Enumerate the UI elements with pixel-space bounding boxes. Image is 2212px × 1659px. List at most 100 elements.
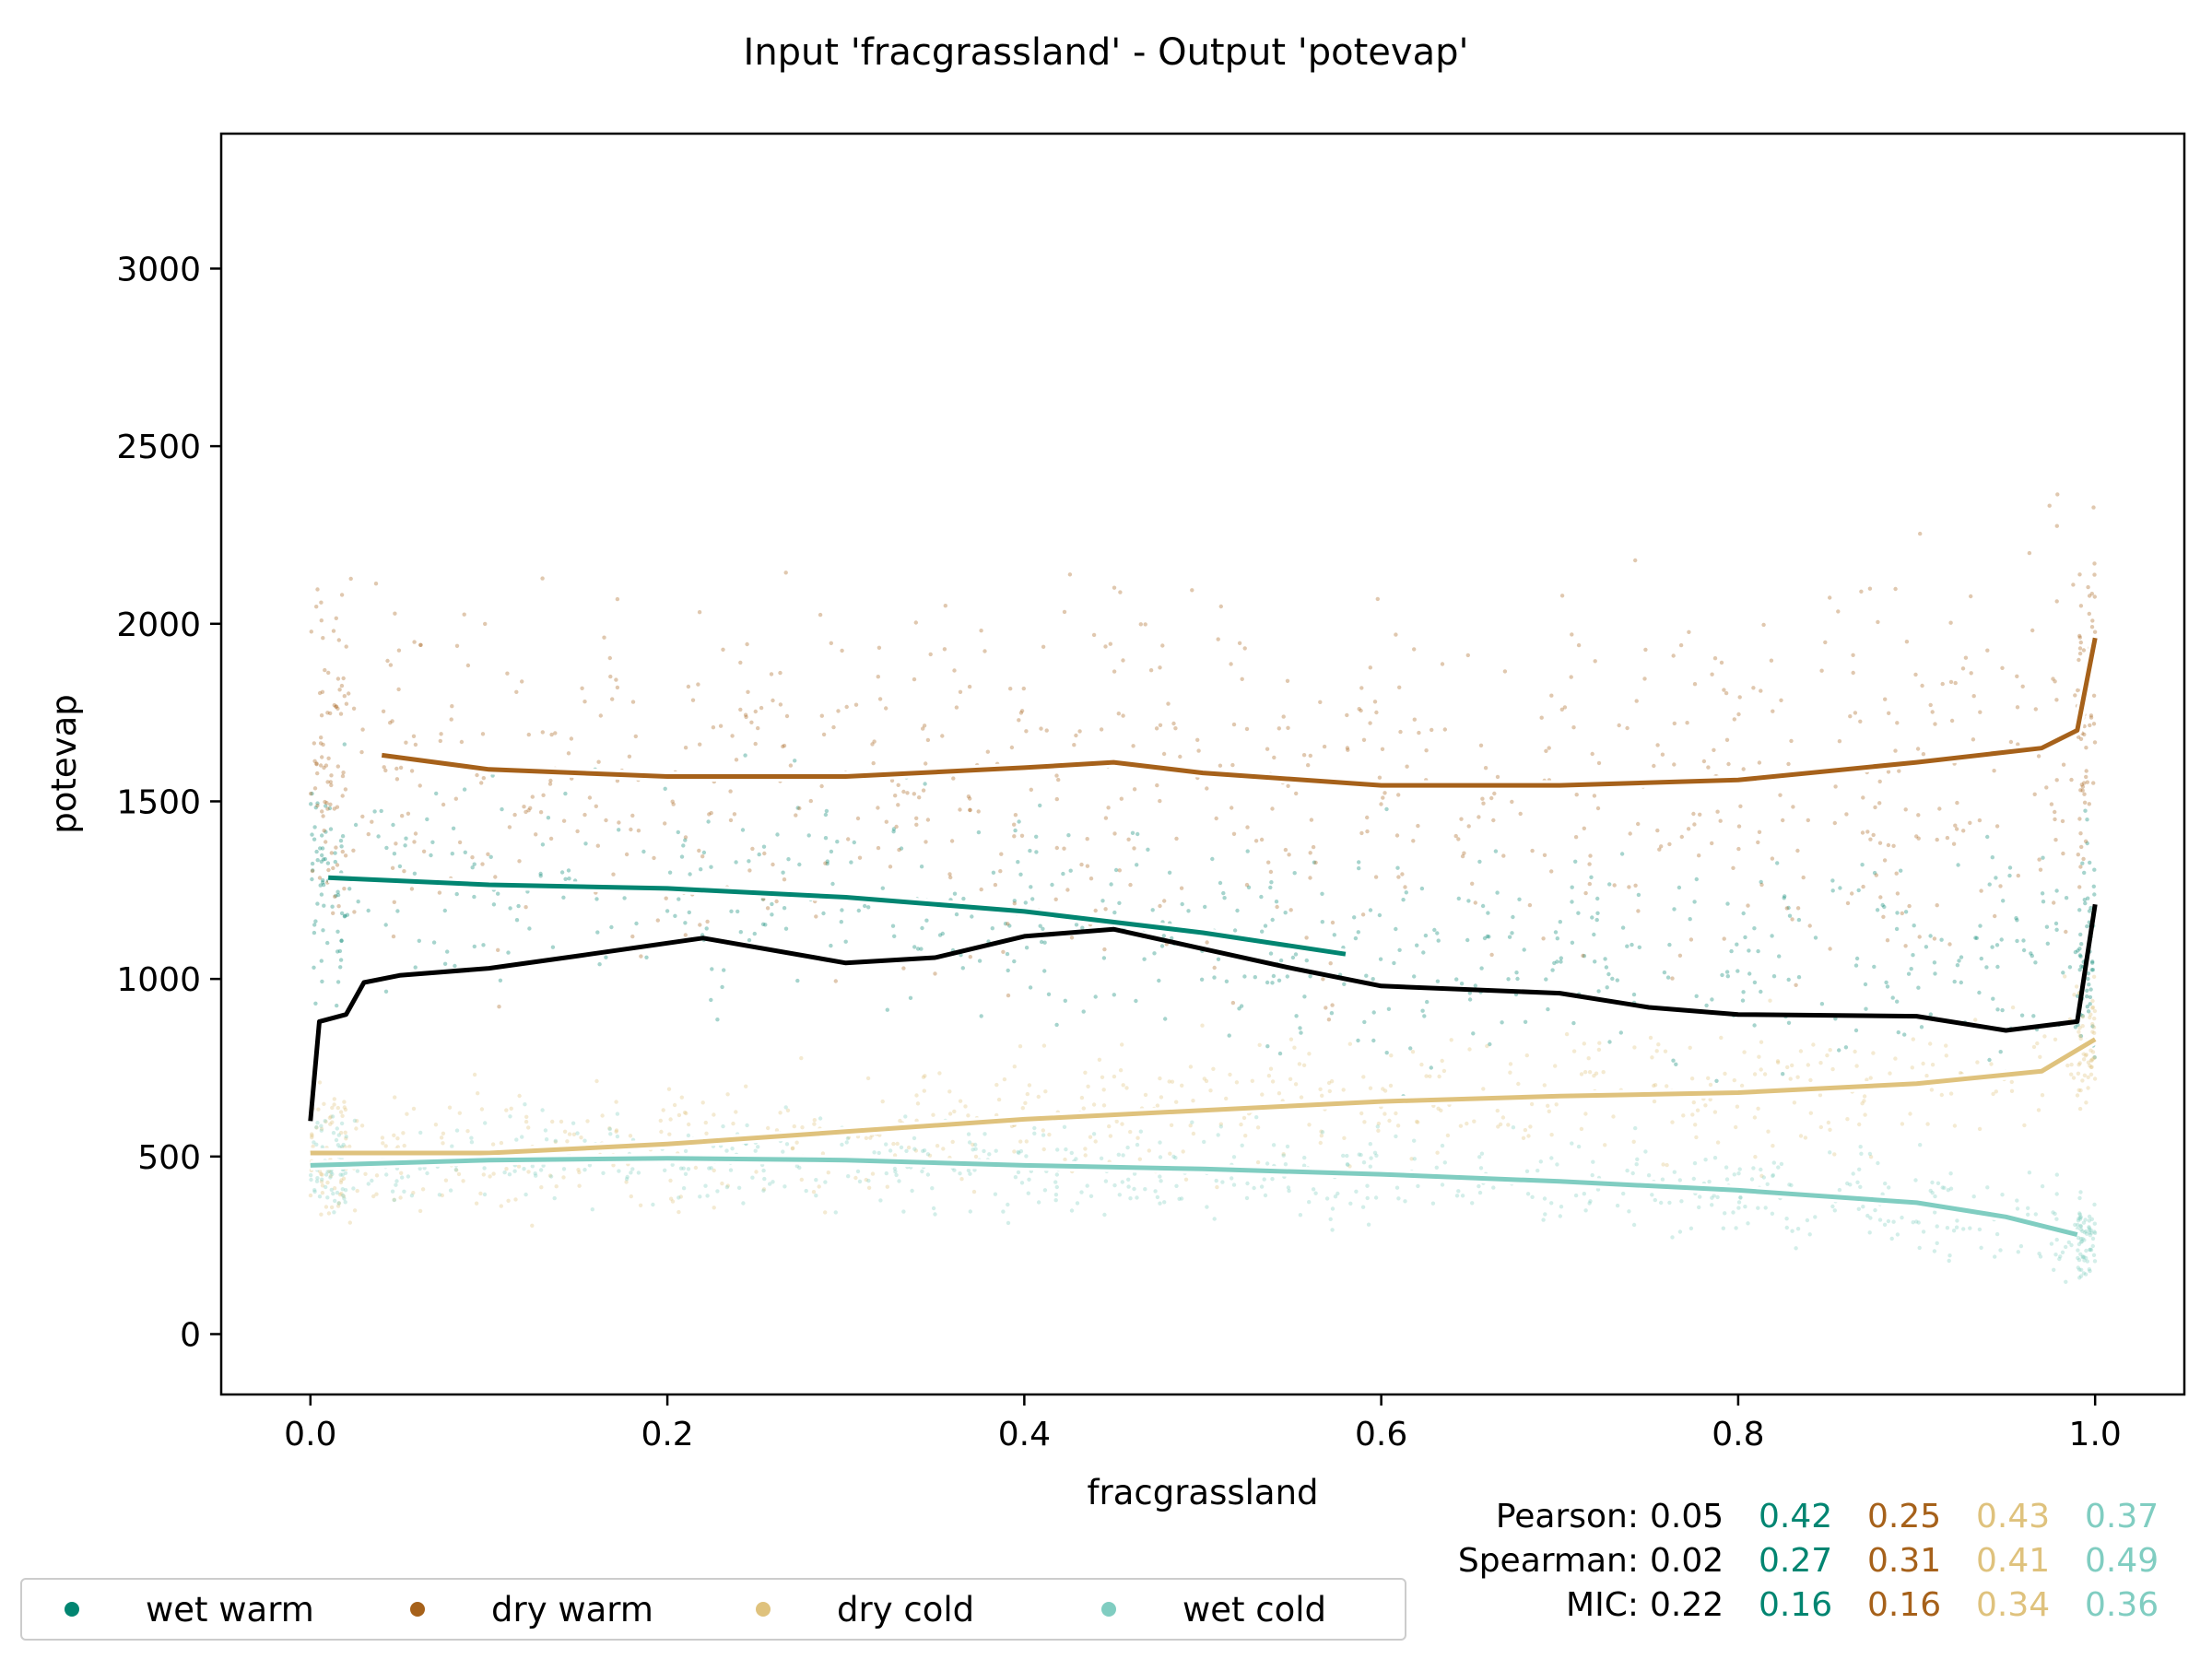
scatter-point: [506, 950, 511, 955]
legend-label: dry cold: [837, 1589, 975, 1630]
scatter-point: [1843, 1045, 1849, 1050]
scatter-point: [310, 1135, 314, 1140]
scatter-point: [756, 1145, 760, 1149]
scatter-point: [844, 1140, 849, 1145]
scatter-point: [1330, 920, 1335, 925]
scatter-point: [1506, 1123, 1511, 1127]
x-tick-label: 0.4: [998, 1416, 1051, 1453]
scatter-point: [1459, 982, 1465, 986]
scatter-point: [829, 641, 833, 645]
scatter-point: [330, 904, 335, 909]
scatter-point: [1356, 1038, 1360, 1043]
scatter-point: [1633, 558, 1638, 563]
scatter-point: [1359, 686, 1364, 690]
scatter-point: [328, 711, 333, 716]
scatter-point: [314, 1142, 319, 1147]
scatter-point: [315, 803, 320, 808]
scatter-point: [383, 768, 388, 773]
scatter-point: [775, 832, 780, 837]
scatter-point: [319, 600, 324, 605]
scatter-point: [1403, 885, 1407, 889]
scatter-point: [1318, 700, 1323, 704]
scatter-point: [2092, 1259, 2098, 1264]
scatter-point: [1751, 1166, 1756, 1171]
scatter-point: [2086, 584, 2090, 590]
scatter-point: [877, 1150, 881, 1156]
scatter-point: [979, 629, 983, 633]
scatter-point: [1883, 1181, 1888, 1186]
scatter-point: [321, 877, 325, 883]
scatter-point: [784, 713, 790, 719]
scatter-point: [1053, 897, 1058, 901]
scatter-point: [765, 906, 771, 911]
scatter-point: [1960, 666, 1966, 671]
scatter-point: [1019, 1181, 1025, 1185]
scatter-point: [1743, 1205, 1747, 1209]
scatter-point: [393, 1095, 397, 1100]
scatter-point: [1210, 856, 1215, 862]
scatter-point: [1704, 1003, 1709, 1008]
scatter-point: [1511, 914, 1515, 920]
scatter-point: [541, 793, 546, 797]
scatter-point: [1725, 974, 1731, 979]
scatter-point: [1091, 1132, 1097, 1136]
scatter-point: [1715, 809, 1720, 814]
scatter-point: [699, 867, 703, 872]
scatter-point: [338, 1180, 344, 1185]
scatter-point: [1984, 965, 1989, 970]
scatter-point: [1294, 1014, 1299, 1018]
scatter-point: [439, 1135, 444, 1140]
scatter-point: [1738, 1194, 1743, 1200]
scatter-point: [1685, 721, 1689, 725]
scatter-point: [1384, 1051, 1389, 1055]
scatter-point: [1807, 924, 1812, 928]
scatter-point: [1851, 653, 1855, 657]
scatter-point: [1112, 831, 1117, 836]
scatter-point: [1858, 1145, 1863, 1149]
scatter-point: [1308, 876, 1312, 880]
scatter-point: [1342, 982, 1347, 987]
scatter-point: [1039, 939, 1044, 945]
scatter-point: [1412, 1157, 1418, 1161]
scatter-point: [1232, 928, 1238, 933]
scatter-point: [651, 1202, 655, 1207]
scatter-point: [1401, 898, 1406, 902]
scatter-point: [1100, 899, 1105, 903]
scatter-point: [2061, 971, 2065, 975]
scatter-point: [826, 1171, 830, 1175]
scatter-point: [1721, 1226, 1726, 1230]
scatter-point: [1539, 715, 1544, 720]
scatter-point: [1362, 1120, 1367, 1124]
scatter-point: [516, 1164, 522, 1169]
scatter-point: [1935, 1224, 1939, 1229]
scatter-point: [2077, 651, 2083, 656]
scatter-point: [1012, 899, 1018, 903]
scatter-point: [901, 966, 906, 971]
scatter-point: [1891, 1219, 1896, 1224]
scatter-point: [1642, 677, 1647, 681]
scatter-point: [406, 1174, 411, 1179]
scatter-point: [469, 1140, 475, 1145]
scatter-point: [1270, 1177, 1275, 1182]
scatter-point: [2009, 1088, 2015, 1094]
scatter-point: [418, 783, 422, 788]
scatter-point: [1932, 1249, 1937, 1253]
scatter-point: [1173, 1156, 1178, 1160]
scatter-point: [973, 1147, 978, 1151]
scatter-point: [1737, 1167, 1742, 1171]
scatter-point: [665, 909, 670, 913]
scatter-point: [1400, 872, 1405, 877]
scatter-point: [940, 931, 945, 936]
scatter-point: [1546, 1006, 1550, 1012]
scatter-point: [835, 840, 840, 844]
scatter-point: [1285, 974, 1290, 979]
scatter-point: [743, 753, 747, 758]
scatter-point: [351, 848, 356, 853]
scatter-point: [1522, 947, 1526, 952]
scatter-point: [1579, 1072, 1584, 1077]
scatter-point: [496, 947, 500, 953]
scatter-point: [1771, 1160, 1777, 1165]
scatter-point: [333, 851, 337, 855]
scatter-point: [1034, 850, 1039, 854]
scatter-point: [1330, 1228, 1335, 1232]
